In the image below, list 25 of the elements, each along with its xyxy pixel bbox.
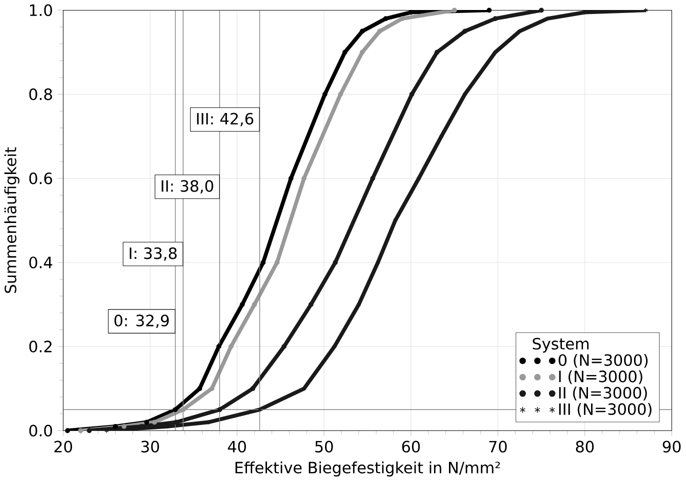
ref-line-label: 0: 32,9 (114, 314, 169, 328)
legend-label: III (N=3000) (559, 403, 652, 417)
x-axis-title: Effektive Biegefestigkeit in N/mm² (236, 462, 500, 477)
ref-line-label: III: 42,6 (197, 112, 254, 126)
ref-line-label: I: 33,8 (130, 247, 177, 261)
legend-label: 0 (N=3000) (558, 354, 648, 368)
legend-label: II (N=3000) (559, 386, 647, 401)
x-tick-label: 70 (489, 440, 507, 453)
legend-label: I (N=3000) (559, 370, 642, 384)
y-tick-label: 1.0 (30, 4, 52, 16)
y-tick-label: 0.6 (29, 172, 52, 184)
y-tick-label: 0.2 (29, 340, 52, 353)
x-tick-label: 30 (141, 440, 159, 453)
x-tick-label: 50 (315, 440, 333, 453)
x-tick-label: 60 (402, 440, 420, 453)
y-tick-label: 0.4 (29, 256, 52, 268)
x-tick-label: 20 (54, 440, 72, 453)
ref-line-label: II: 38,0 (162, 180, 214, 194)
x-tick-label: 90 (662, 440, 681, 453)
x-tick-label: 40 (228, 440, 246, 453)
y-tick-label: 0.8 (29, 88, 52, 100)
y-axis-title: Summenhäufigkeit (4, 147, 20, 293)
legend-title: System (532, 338, 589, 353)
x-tick-label: 80 (576, 440, 594, 453)
y-tick-label: 0.0 (29, 424, 52, 437)
